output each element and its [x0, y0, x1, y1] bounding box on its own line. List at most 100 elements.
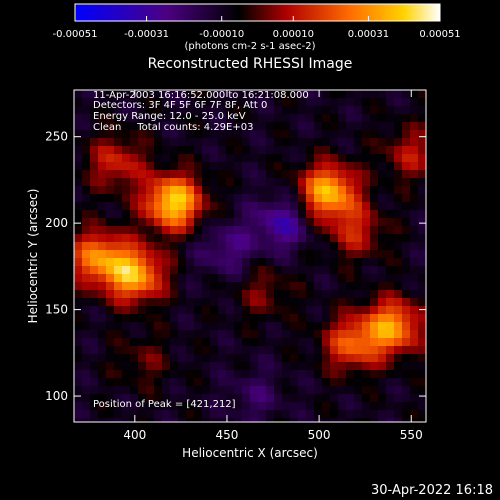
heatmap-cell	[234, 210, 243, 219]
heatmap-cell	[210, 418, 219, 422]
heatmap-cell	[106, 226, 115, 235]
heatmap-cell	[378, 154, 387, 163]
heatmap-cell	[402, 354, 411, 363]
heatmap-cell	[418, 298, 426, 307]
heatmap-cell	[178, 306, 187, 315]
heatmap-cell	[106, 178, 115, 187]
heatmap-cell	[418, 378, 426, 387]
heatmap-cell	[298, 186, 307, 195]
heatmap-cell	[242, 314, 251, 323]
heatmap-cell	[226, 122, 235, 131]
heatmap-cell	[290, 330, 299, 339]
heatmap-cell	[346, 194, 355, 203]
heatmap-cell	[242, 98, 251, 107]
heatmap-cell	[378, 306, 387, 315]
heatmap-cell	[402, 170, 411, 179]
y-axis-label: Heliocentric Y (arcsec)	[26, 189, 40, 324]
heatmap-cell	[154, 154, 163, 163]
heatmap-cell	[258, 298, 267, 307]
heatmap-cell	[306, 218, 315, 227]
heatmap-cell	[218, 178, 227, 187]
heatmap-cell	[410, 146, 419, 155]
heatmap-cell	[74, 210, 83, 219]
heatmap-cell	[338, 298, 347, 307]
heatmap-cell	[218, 226, 227, 235]
heatmap-cell	[338, 258, 347, 267]
heatmap-cell	[138, 274, 147, 283]
heatmap-cell	[298, 234, 307, 243]
heatmap-cell	[106, 266, 115, 275]
heatmap-cell	[282, 90, 291, 99]
heatmap-cell	[98, 210, 107, 219]
heatmap-cell	[386, 290, 395, 299]
heatmap-cell	[178, 274, 187, 283]
heatmap-cell	[250, 314, 259, 323]
heatmap-cell	[130, 290, 139, 299]
heatmap-cell	[242, 378, 251, 387]
heatmap-cell	[82, 274, 91, 283]
heatmap-cell	[314, 290, 323, 299]
heatmap-cell	[418, 90, 426, 99]
heatmap-cell	[322, 106, 331, 115]
heatmap-cell	[98, 130, 107, 139]
heatmap-cell	[266, 186, 275, 195]
heatmap-cell	[298, 162, 307, 171]
heatmap-cell	[258, 282, 267, 291]
heatmap-cell	[234, 386, 243, 395]
heatmap-cell	[282, 210, 291, 219]
heatmap-cell	[394, 258, 403, 267]
heatmap-cell	[386, 146, 395, 155]
heatmap-cell	[330, 346, 339, 355]
heatmap-cell	[378, 106, 387, 115]
heatmap-cell	[98, 330, 107, 339]
heatmap-cell	[74, 386, 83, 395]
heatmap-cell	[282, 194, 291, 203]
heatmap-cell	[418, 226, 426, 235]
heatmap-cell	[202, 370, 211, 379]
heatmap-cell	[114, 362, 123, 371]
heatmap-cell	[82, 242, 91, 251]
heatmap-cell	[362, 410, 371, 419]
heatmap-cell	[114, 234, 123, 243]
heatmap-cell	[74, 314, 83, 323]
heatmap-cell	[106, 282, 115, 291]
heatmap-cell	[298, 266, 307, 275]
heatmap-cell	[130, 378, 139, 387]
heatmap-cell	[410, 322, 419, 331]
heatmap-cell	[394, 306, 403, 315]
heatmap-cell	[298, 418, 307, 422]
heatmap-cell	[314, 282, 323, 291]
heatmap-cell	[354, 378, 363, 387]
heatmap-cell	[386, 106, 395, 115]
heatmap-cell	[330, 378, 339, 387]
heatmap-cell	[194, 114, 203, 123]
heatmap-cell	[298, 226, 307, 235]
heatmap-cell	[250, 218, 259, 227]
heatmap-cell	[354, 258, 363, 267]
heatmap-cell	[410, 258, 419, 267]
heatmap-cell	[242, 130, 251, 139]
heatmap-cell	[266, 202, 275, 211]
heatmap-cell	[82, 170, 91, 179]
heatmap-cell	[322, 314, 331, 323]
heatmap-cell	[314, 242, 323, 251]
heatmap-cell	[330, 298, 339, 307]
heatmap-cell	[122, 330, 131, 339]
heatmap-cell	[346, 186, 355, 195]
heatmap-cell	[242, 162, 251, 171]
heatmap-cell	[362, 242, 371, 251]
heatmap-cell	[290, 410, 299, 419]
heatmap-cell	[154, 338, 163, 347]
heatmap-cell	[322, 330, 331, 339]
heatmap-cell	[346, 418, 355, 422]
heatmap-cell	[322, 130, 331, 139]
heatmap-cell	[202, 394, 211, 403]
heatmap-cell	[322, 298, 331, 307]
heatmap-cell	[234, 178, 243, 187]
heatmap-cell	[362, 98, 371, 107]
heatmap-cell	[130, 138, 139, 147]
heatmap-cell	[74, 330, 83, 339]
heatmap-cell	[170, 202, 179, 211]
heatmap-cell	[114, 266, 123, 275]
heatmap-cell	[210, 122, 219, 131]
